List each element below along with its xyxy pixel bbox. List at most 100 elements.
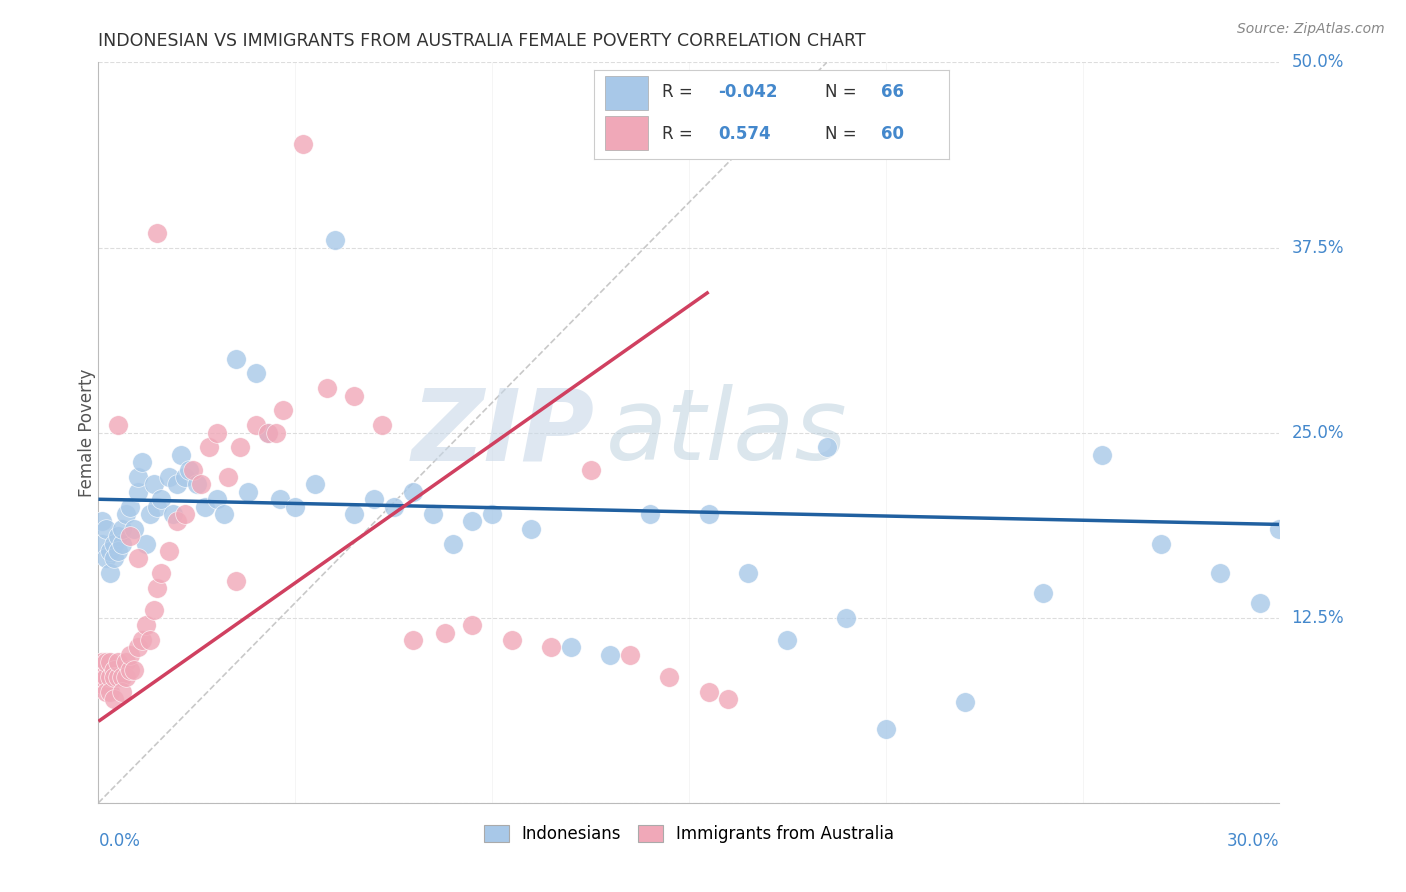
- Point: [150, 566, 173, 581]
- Point: [1268, 522, 1291, 536]
- Point: [103, 692, 125, 706]
- Point: [461, 515, 484, 529]
- Point: [98, 655, 121, 669]
- Point: [217, 470, 239, 484]
- Point: [619, 648, 641, 662]
- Point: [174, 470, 197, 484]
- Point: [107, 670, 129, 684]
- Point: [96, 551, 118, 566]
- Point: [91, 670, 114, 684]
- Point: [103, 670, 125, 684]
- Point: [343, 388, 366, 402]
- Point: [166, 477, 188, 491]
- Point: [107, 655, 129, 669]
- Point: [107, 544, 129, 558]
- Point: [697, 685, 720, 699]
- Point: [127, 551, 149, 566]
- Point: [131, 455, 153, 469]
- Point: [402, 484, 425, 499]
- Point: [115, 670, 138, 684]
- Point: [433, 625, 456, 640]
- Y-axis label: Female Poverty: Female Poverty: [79, 368, 96, 497]
- Point: [107, 529, 129, 543]
- Point: [174, 507, 197, 521]
- Point: [273, 403, 295, 417]
- Point: [225, 351, 247, 366]
- Point: [579, 462, 602, 476]
- Point: [382, 500, 405, 514]
- Point: [170, 448, 193, 462]
- Point: [146, 581, 169, 595]
- Point: [103, 551, 125, 566]
- Point: [371, 418, 394, 433]
- Point: [138, 507, 160, 521]
- Point: [166, 515, 188, 529]
- Text: atlas: atlas: [606, 384, 848, 481]
- Point: [461, 618, 484, 632]
- Point: [1249, 596, 1271, 610]
- Text: 12.5%: 12.5%: [1291, 608, 1344, 627]
- Point: [245, 367, 267, 381]
- Point: [103, 663, 125, 677]
- Point: [363, 492, 385, 507]
- Point: [135, 536, 157, 550]
- Text: 0.0%: 0.0%: [98, 832, 141, 850]
- Point: [953, 695, 976, 709]
- Point: [177, 462, 200, 476]
- Point: [1091, 448, 1114, 462]
- Point: [122, 522, 145, 536]
- Text: 30.0%: 30.0%: [1227, 832, 1279, 850]
- Point: [501, 632, 523, 647]
- Point: [737, 566, 759, 581]
- Point: [236, 484, 259, 499]
- Point: [225, 574, 247, 588]
- Point: [98, 685, 121, 699]
- Point: [205, 425, 228, 440]
- Point: [135, 618, 157, 632]
- Point: [599, 648, 621, 662]
- Point: [229, 441, 252, 455]
- Point: [96, 685, 118, 699]
- Point: [111, 670, 134, 684]
- Point: [118, 529, 141, 543]
- Point: [115, 507, 138, 521]
- Point: [131, 632, 153, 647]
- Point: [638, 507, 661, 521]
- Text: ZIP: ZIP: [412, 384, 595, 481]
- Point: [96, 522, 118, 536]
- Point: [658, 670, 681, 684]
- Point: [98, 566, 121, 581]
- Text: 25.0%: 25.0%: [1291, 424, 1344, 442]
- Point: [1209, 566, 1232, 581]
- Point: [111, 522, 134, 536]
- Point: [96, 670, 118, 684]
- Point: [138, 632, 160, 647]
- Text: 50.0%: 50.0%: [1291, 54, 1344, 71]
- Point: [107, 418, 129, 433]
- Text: 37.5%: 37.5%: [1291, 238, 1344, 257]
- Point: [264, 425, 287, 440]
- Point: [142, 477, 165, 491]
- Point: [146, 226, 169, 240]
- Point: [343, 507, 366, 521]
- Point: [256, 425, 278, 440]
- Point: [214, 507, 236, 521]
- Text: INDONESIAN VS IMMIGRANTS FROM AUSTRALIA FEMALE POVERTY CORRELATION CHART: INDONESIAN VS IMMIGRANTS FROM AUSTRALIA …: [98, 32, 866, 50]
- Point: [103, 536, 125, 550]
- Point: [1032, 585, 1054, 599]
- Point: [776, 632, 799, 647]
- Point: [91, 655, 114, 669]
- Point: [875, 722, 897, 736]
- Point: [697, 507, 720, 521]
- Point: [190, 477, 212, 491]
- Point: [111, 685, 134, 699]
- Point: [150, 492, 173, 507]
- Point: [540, 640, 562, 655]
- Point: [181, 462, 204, 476]
- Point: [98, 670, 121, 684]
- Point: [127, 470, 149, 484]
- Point: [323, 233, 346, 247]
- Point: [122, 663, 145, 677]
- Point: [115, 655, 138, 669]
- Point: [157, 544, 180, 558]
